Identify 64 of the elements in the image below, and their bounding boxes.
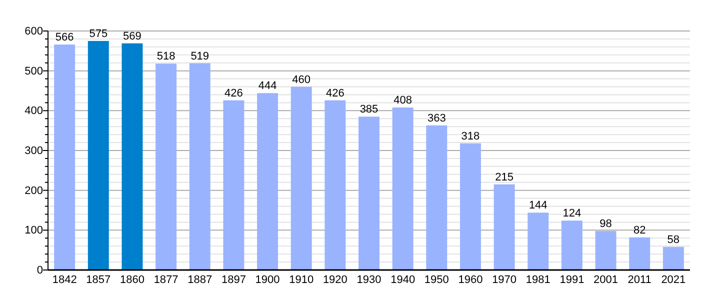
data-label: 518 <box>156 50 176 63</box>
data-label: 426 <box>224 87 243 100</box>
x-tick-label: 1920 <box>322 274 348 286</box>
y-tick-label: 400 <box>24 105 43 118</box>
bar <box>392 107 414 270</box>
x-tick-label: 1970 <box>492 274 517 286</box>
bar <box>358 116 380 270</box>
bar <box>54 44 76 270</box>
data-label: 385 <box>360 104 378 116</box>
bar <box>223 100 244 270</box>
x-tick-label: 1842 <box>52 274 77 286</box>
data-label: 444 <box>258 80 277 92</box>
bar <box>662 246 684 270</box>
bar <box>460 143 481 270</box>
x-tick-label: 1950 <box>424 274 449 286</box>
bar <box>189 63 210 270</box>
data-label: 460 <box>292 74 311 86</box>
y-tick-label: 100 <box>24 224 43 237</box>
bar <box>156 64 177 270</box>
bar <box>257 93 278 270</box>
y-tick-label: 500 <box>24 65 43 78</box>
data-label: 519 <box>190 50 210 62</box>
data-label: 426 <box>326 87 344 100</box>
x-tick-label: 1897 <box>221 274 246 286</box>
data-label: 569 <box>123 30 142 42</box>
bar <box>595 230 616 270</box>
y-tick-label: 300 <box>24 145 43 158</box>
bar <box>629 237 650 270</box>
bar <box>528 212 549 270</box>
data-label: 98 <box>600 218 612 230</box>
x-tick-label: 1857 <box>86 274 111 286</box>
bar <box>426 125 448 270</box>
data-label: 144 <box>528 200 548 212</box>
y-tick-label: 0 <box>36 264 43 277</box>
data-label: 408 <box>394 94 412 106</box>
x-tick-label: 1940 <box>390 274 416 286</box>
x-tick-label: 1877 <box>154 274 178 286</box>
x-tick-label: 1991 <box>560 274 584 286</box>
data-label: 82 <box>633 224 646 236</box>
bar <box>122 43 143 270</box>
data-label: 215 <box>495 171 514 184</box>
data-label: 318 <box>461 130 480 142</box>
bar <box>88 40 109 270</box>
data-label: 363 <box>427 112 446 124</box>
x-tick-label: 1860 <box>120 274 144 286</box>
x-tick-label: 1887 <box>188 274 212 286</box>
data-label: 58 <box>667 234 680 246</box>
x-tick-label: 1981 <box>526 274 550 286</box>
x-tick-label: 2011 <box>628 274 652 286</box>
bar <box>290 86 312 270</box>
bar <box>494 184 515 270</box>
x-tick-label: 1910 <box>289 274 314 286</box>
x-tick-label: 1960 <box>458 274 483 286</box>
y-tick-label: 600 <box>24 26 43 38</box>
data-label: 566 <box>55 32 74 44</box>
data-label: 575 <box>89 28 108 40</box>
x-tick-label: 1900 <box>255 274 280 286</box>
y-tick-label: 200 <box>24 184 43 197</box>
x-tick-label: 1930 <box>356 274 382 286</box>
data-label: 124 <box>562 208 582 220</box>
x-tick-label: 2021 <box>661 274 686 286</box>
bar <box>561 220 582 270</box>
bar <box>324 100 346 270</box>
x-tick-label: 2001 <box>594 274 618 286</box>
